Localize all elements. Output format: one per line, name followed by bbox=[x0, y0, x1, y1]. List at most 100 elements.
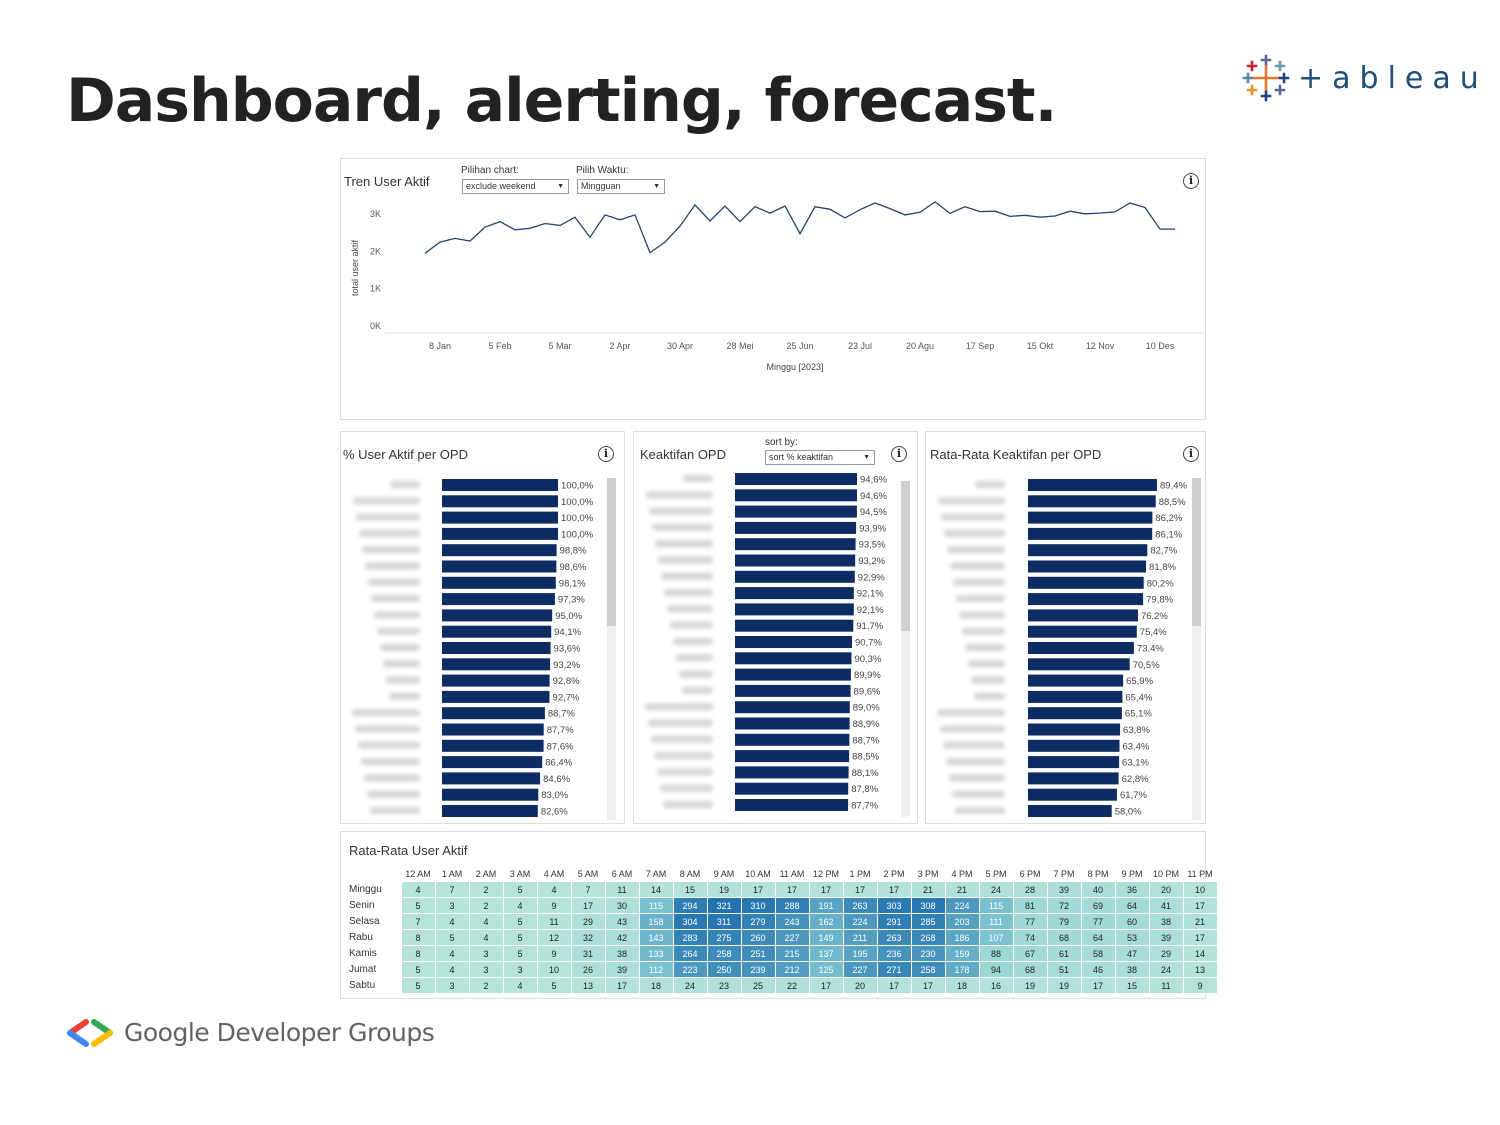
heatmap-cell[interactable]: 258 bbox=[910, 961, 946, 978]
info-icon[interactable]: i bbox=[1183, 446, 1199, 462]
heatmap-cell[interactable]: 9 bbox=[536, 897, 572, 914]
heatmap-cell[interactable]: 19 bbox=[1012, 977, 1048, 994]
heatmap-cell[interactable]: 68 bbox=[1012, 961, 1048, 978]
heatmap-cell[interactable]: 38 bbox=[1114, 961, 1150, 978]
heatmap-cell[interactable]: 69 bbox=[1080, 897, 1116, 914]
heatmap-cell[interactable]: 17 bbox=[910, 977, 946, 994]
heatmap-cell[interactable]: 8 bbox=[400, 945, 436, 962]
heatmap-cell[interactable]: 3 bbox=[468, 945, 504, 962]
heatmap-cell[interactable]: 39 bbox=[1046, 881, 1082, 898]
heatmap-cell[interactable]: 143 bbox=[638, 929, 674, 946]
heatmap-cell[interactable]: 14 bbox=[1182, 945, 1218, 962]
heatmap-cell[interactable]: 81 bbox=[1012, 897, 1048, 914]
heatmap-cell[interactable]: 24 bbox=[672, 977, 708, 994]
heatmap-cell[interactable]: 125 bbox=[808, 961, 844, 978]
heatmap-cell[interactable]: 308 bbox=[910, 897, 946, 914]
heatmap-cell[interactable]: 17 bbox=[842, 881, 878, 898]
heatmap-cell[interactable]: 51 bbox=[1046, 961, 1082, 978]
heatmap-cell[interactable]: 47 bbox=[1114, 945, 1150, 962]
heatmap-cell[interactable]: 111 bbox=[978, 913, 1014, 930]
heatmap-cell[interactable]: 321 bbox=[706, 897, 742, 914]
heatmap-cell[interactable]: 137 bbox=[808, 945, 844, 962]
heatmap-cell[interactable]: 17 bbox=[604, 977, 640, 994]
heatmap-cell[interactable]: 29 bbox=[1148, 945, 1184, 962]
heatmap-cell[interactable]: 4 bbox=[434, 945, 470, 962]
heatmap-cell[interactable]: 15 bbox=[1114, 977, 1150, 994]
heatmap-cell[interactable]: 112 bbox=[638, 961, 674, 978]
heatmap-cell[interactable]: 285 bbox=[910, 913, 946, 930]
heatmap-cell[interactable]: 5 bbox=[502, 945, 538, 962]
heatmap-cell[interactable]: 178 bbox=[944, 961, 980, 978]
heatmap-cell[interactable]: 3 bbox=[468, 961, 504, 978]
heatmap-cell[interactable]: 38 bbox=[1148, 913, 1184, 930]
heatmap-cell[interactable]: 58 bbox=[1080, 945, 1116, 962]
heatmap-cell[interactable]: 279 bbox=[740, 913, 776, 930]
heatmap-cell[interactable]: 31 bbox=[570, 945, 606, 962]
scrollbar[interactable] bbox=[901, 481, 910, 817]
heatmap-cell[interactable]: 39 bbox=[604, 961, 640, 978]
heatmap-cell[interactable]: 215 bbox=[774, 945, 810, 962]
heatmap-cell[interactable]: 291 bbox=[876, 913, 912, 930]
heatmap-cell[interactable]: 38 bbox=[604, 945, 640, 962]
heatmap-cell[interactable]: 4 bbox=[434, 961, 470, 978]
heatmap-cell[interactable]: 227 bbox=[842, 961, 878, 978]
heatmap-cell[interactable]: 223 bbox=[672, 961, 708, 978]
heatmap-cell[interactable]: 42 bbox=[604, 929, 640, 946]
heatmap-cell[interactable]: 7 bbox=[570, 881, 606, 898]
heatmap-cell[interactable]: 77 bbox=[1080, 913, 1116, 930]
heatmap-cell[interactable]: 4 bbox=[400, 881, 436, 898]
heatmap-cell[interactable]: 77 bbox=[1012, 913, 1048, 930]
heatmap-cell[interactable]: 68 bbox=[1046, 929, 1082, 946]
heatmap-cell[interactable]: 11 bbox=[604, 881, 640, 898]
heatmap-cell[interactable]: 10 bbox=[1182, 881, 1218, 898]
heatmap-cell[interactable]: 53 bbox=[1114, 929, 1150, 946]
heatmap-cell[interactable]: 288 bbox=[774, 897, 810, 914]
heatmap-cell[interactable]: 40 bbox=[1080, 881, 1116, 898]
heatmap-cell[interactable]: 2 bbox=[468, 881, 504, 898]
heatmap-cell[interactable]: 5 bbox=[400, 897, 436, 914]
heatmap-cell[interactable]: 5 bbox=[400, 961, 436, 978]
heatmap-cell[interactable]: 149 bbox=[808, 929, 844, 946]
heatmap-cell[interactable]: 17 bbox=[774, 881, 810, 898]
heatmap-cell[interactable]: 26 bbox=[570, 961, 606, 978]
sort-dropdown[interactable]: sort % keaktifan ▼ bbox=[765, 450, 875, 465]
scrollbar[interactable] bbox=[1192, 478, 1201, 820]
heatmap-cell[interactable]: 18 bbox=[638, 977, 674, 994]
heatmap-cell[interactable]: 21 bbox=[1182, 913, 1218, 930]
heatmap-cell[interactable]: 17 bbox=[808, 977, 844, 994]
heatmap-cell[interactable]: 283 bbox=[672, 929, 708, 946]
heatmap-cell[interactable]: 224 bbox=[842, 913, 878, 930]
heatmap-cell[interactable]: 23 bbox=[706, 977, 742, 994]
heatmap-cell[interactable]: 264 bbox=[672, 945, 708, 962]
heatmap-cell[interactable]: 304 bbox=[672, 913, 708, 930]
heatmap-cell[interactable]: 311 bbox=[706, 913, 742, 930]
heatmap-cell[interactable]: 36 bbox=[1114, 881, 1150, 898]
heatmap-cell[interactable]: 46 bbox=[1080, 961, 1116, 978]
heatmap-cell[interactable]: 19 bbox=[1046, 977, 1082, 994]
heatmap-cell[interactable]: 12 bbox=[536, 929, 572, 946]
heatmap-cell[interactable]: 64 bbox=[1114, 897, 1150, 914]
heatmap-cell[interactable]: 16 bbox=[978, 977, 1014, 994]
heatmap-cell[interactable]: 20 bbox=[1148, 881, 1184, 898]
heatmap-cell[interactable]: 9 bbox=[536, 945, 572, 962]
heatmap-cell[interactable]: 243 bbox=[774, 913, 810, 930]
info-icon[interactable]: i bbox=[891, 446, 907, 462]
heatmap-cell[interactable]: 5 bbox=[502, 881, 538, 898]
heatmap-cell[interactable]: 5 bbox=[502, 913, 538, 930]
heatmap-cell[interactable]: 19 bbox=[706, 881, 742, 898]
heatmap-cell[interactable]: 14 bbox=[638, 881, 674, 898]
heatmap-cell[interactable]: 310 bbox=[740, 897, 776, 914]
heatmap-cell[interactable]: 5 bbox=[536, 977, 572, 994]
heatmap-cell[interactable]: 17 bbox=[570, 897, 606, 914]
heatmap-cell[interactable]: 7 bbox=[434, 881, 470, 898]
heatmap-cell[interactable]: 61 bbox=[1046, 945, 1082, 962]
heatmap-cell[interactable]: 88 bbox=[978, 945, 1014, 962]
heatmap-cell[interactable]: 4 bbox=[502, 897, 538, 914]
heatmap-cell[interactable]: 79 bbox=[1046, 913, 1082, 930]
heatmap-cell[interactable]: 21 bbox=[910, 881, 946, 898]
heatmap-cell[interactable]: 4 bbox=[502, 977, 538, 994]
heatmap-cell[interactable]: 115 bbox=[978, 897, 1014, 914]
heatmap-cell[interactable]: 17 bbox=[740, 881, 776, 898]
heatmap-cell[interactable]: 20 bbox=[842, 977, 878, 994]
heatmap-cell[interactable]: 251 bbox=[740, 945, 776, 962]
